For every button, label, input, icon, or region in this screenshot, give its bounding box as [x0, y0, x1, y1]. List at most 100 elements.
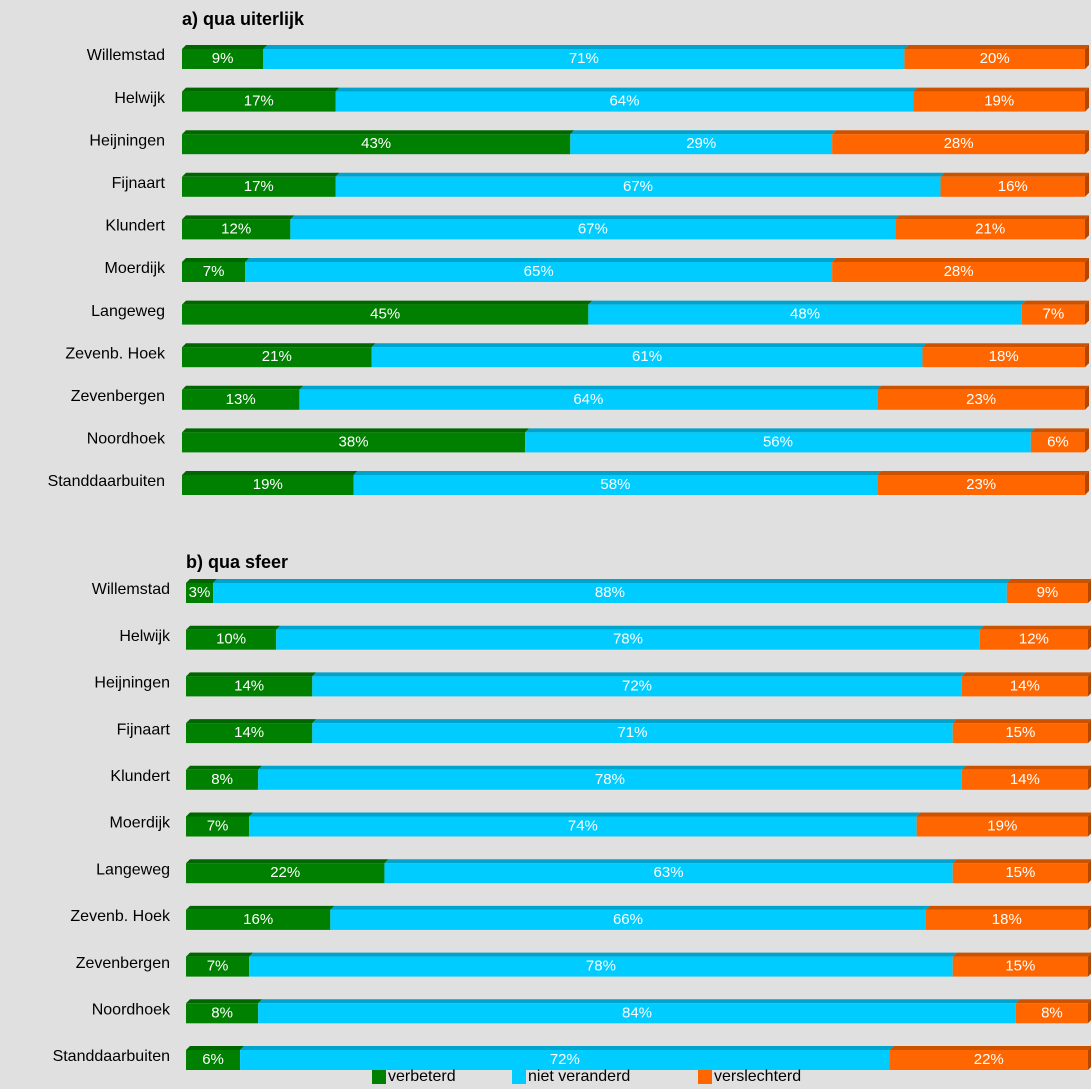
bar-top	[312, 719, 957, 724]
value-label: 7%	[207, 958, 229, 975]
bar-segment	[832, 134, 1085, 155]
bar-side	[1085, 258, 1089, 282]
bar-top	[182, 172, 340, 177]
bar-segment	[952, 956, 1088, 977]
bar-top	[895, 215, 1089, 220]
value-label: 15%	[1005, 724, 1035, 741]
value-label: 84%	[622, 1004, 652, 1021]
category-label: Heijningen	[89, 132, 165, 149]
bar-segment	[186, 629, 277, 650]
bar-top	[182, 215, 295, 220]
bar-segment	[525, 432, 1031, 453]
bar-top	[335, 87, 918, 92]
bar-top	[182, 45, 268, 49]
value-label: 13%	[226, 391, 256, 408]
value-label: 23%	[966, 476, 996, 493]
bar-top	[182, 258, 250, 262]
bar-segment	[904, 49, 1085, 69]
bar-segment	[245, 262, 833, 282]
bar-top	[186, 1046, 245, 1050]
category-label: Noordhoek	[87, 431, 166, 448]
value-label: 67%	[578, 220, 608, 237]
value-label: 71%	[569, 50, 599, 67]
bar-segment	[186, 816, 250, 837]
value-label: 48%	[790, 306, 820, 323]
category-label: Moerdijk	[110, 815, 171, 832]
value-label: 63%	[654, 864, 684, 881]
bar-top	[335, 172, 945, 177]
bar-top	[249, 812, 921, 817]
bar-top	[889, 1046, 1091, 1050]
category-label: Klundert	[105, 218, 165, 235]
bar-top	[832, 130, 1089, 135]
category-label: Heijningen	[94, 675, 170, 692]
bar-side	[1085, 215, 1089, 240]
bar-segment	[249, 816, 917, 837]
bar-top	[1006, 579, 1091, 583]
chart-title: b) qua sfeer	[186, 552, 288, 572]
value-label: 20%	[980, 50, 1010, 67]
value-label: 7%	[1043, 306, 1065, 323]
bar-segment	[832, 262, 1085, 282]
value-label: 43%	[361, 135, 391, 152]
value-label: 8%	[211, 1004, 233, 1021]
value-label: 22%	[974, 1051, 1004, 1068]
category-label: Fijnaart	[112, 175, 166, 192]
value-label: 18%	[989, 348, 1019, 365]
value-label: 78%	[586, 958, 616, 975]
bar-top	[1021, 300, 1089, 305]
bar-top	[353, 471, 882, 475]
bar-side	[1085, 300, 1089, 325]
value-label: 21%	[262, 348, 292, 365]
bar-top	[263, 45, 909, 49]
bar-segment	[588, 304, 1022, 325]
value-label: 74%	[568, 817, 598, 834]
bar-segment	[258, 1003, 1016, 1024]
value-label: 12%	[1019, 631, 1049, 648]
bar-top	[299, 385, 882, 390]
category-label: Helwijk	[114, 90, 166, 107]
bar-segment	[312, 723, 953, 744]
bar-top	[290, 215, 900, 220]
legend-swatch	[372, 1070, 386, 1084]
bar-top	[186, 765, 263, 770]
bar-segment	[182, 91, 336, 112]
value-label: 38%	[339, 433, 369, 450]
bar-top	[258, 999, 1020, 1004]
value-label: 61%	[632, 348, 662, 365]
bar-side	[1088, 860, 1091, 884]
bar-top	[182, 300, 593, 305]
value-label: 10%	[216, 631, 246, 648]
value-label: 9%	[212, 50, 234, 67]
category-label: Willemstad	[87, 47, 165, 64]
bar-segment	[213, 583, 1007, 603]
bar-top	[312, 672, 966, 677]
bar-side	[1088, 673, 1091, 697]
legend-label: verslechterd	[714, 1068, 801, 1085]
bar-segment	[182, 49, 264, 69]
bar-segment	[182, 347, 372, 368]
legend-label: verbeterd	[388, 1068, 456, 1085]
category-label: Zevenb. Hoek	[70, 908, 171, 925]
bar-segment	[186, 723, 313, 744]
category-label: Langeweg	[91, 303, 165, 320]
bar-top	[913, 87, 1089, 92]
value-label: 19%	[984, 93, 1014, 110]
bar-segment	[913, 91, 1085, 112]
category-label: Zevenb. Hoek	[65, 345, 166, 362]
category-label: Zevenbergen	[71, 388, 165, 405]
bar-segment	[249, 956, 953, 977]
bar-side	[1088, 626, 1091, 650]
bar-top	[245, 258, 837, 262]
bar-side	[1088, 720, 1091, 744]
value-label: 64%	[573, 391, 603, 408]
bar-segment	[182, 262, 246, 282]
value-label: 9%	[1037, 584, 1059, 601]
value-label: 7%	[207, 817, 229, 834]
bar-segment	[186, 1003, 259, 1024]
bar-top	[979, 625, 1091, 630]
bar-side	[1085, 428, 1089, 453]
bar-segment	[186, 909, 331, 930]
bar-segment	[961, 769, 1088, 790]
